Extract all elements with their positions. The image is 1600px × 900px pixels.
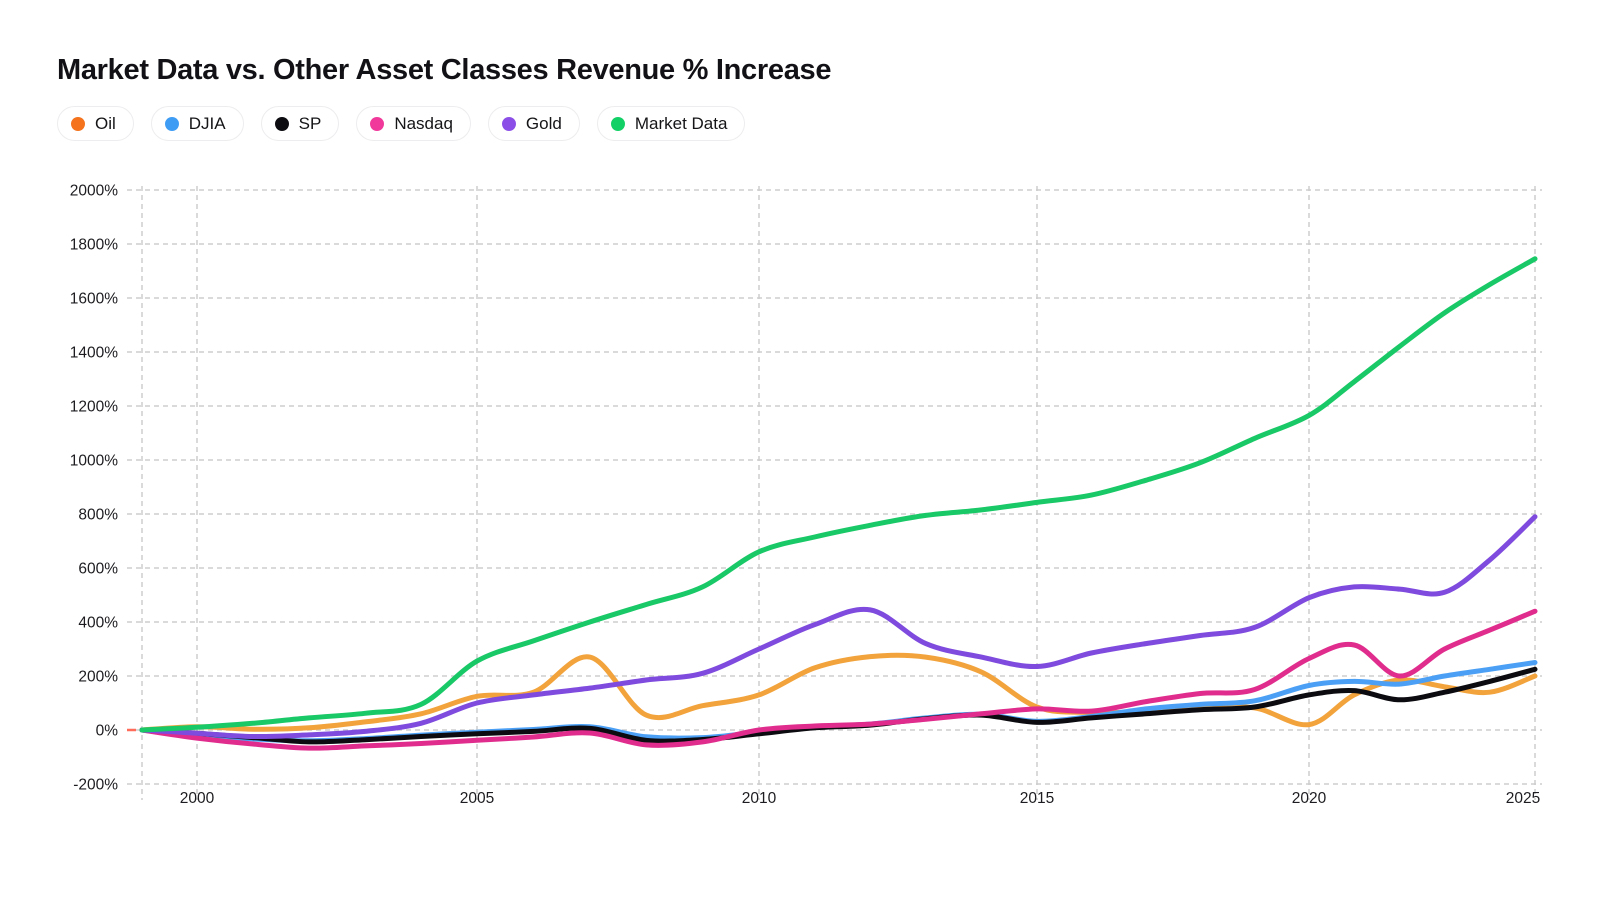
y-axis-tick-label: 600% [78, 561, 118, 578]
x-axis-tick-label: 2010 [742, 790, 777, 807]
x-axis-tick-label: 2005 [460, 790, 494, 807]
series-line-gold[interactable] [139, 514, 1538, 740]
legend-item-label: Nasdaq [394, 113, 453, 133]
y-axis-tick-label: 1200% [70, 399, 118, 416]
legend-item-label: Oil [95, 113, 116, 133]
x-axis-tick-label: 2025 [1506, 790, 1540, 807]
legend-item-sp[interactable]: SP [260, 106, 340, 141]
y-axis-tick-label: 1600% [70, 291, 118, 308]
legend-dot-icon [274, 116, 289, 131]
y-axis-tick-label: 200% [78, 669, 118, 686]
x-axis-tick-label: 2020 [1292, 790, 1327, 807]
legend-item-market-data[interactable]: Market Data [596, 106, 746, 141]
legend-item-djia[interactable]: DJIA [150, 106, 244, 141]
legend-dot-icon [501, 116, 516, 131]
legend-item-label: Gold [525, 113, 562, 133]
legend-item-label: Market Data [634, 113, 728, 133]
y-axis-tick-label: 1400% [70, 345, 118, 362]
legend-item-nasdaq[interactable]: Nasdaq [356, 106, 471, 141]
legend-dot-icon [71, 116, 85, 131]
series-line-oil[interactable] [139, 652, 1538, 733]
legend: Oil DJIA SP Nasdaq Gold Market Data [57, 106, 746, 141]
y-axis-tick-label: -200% [73, 777, 118, 794]
legend-item-gold[interactable]: Gold [487, 106, 580, 141]
legend-dot-icon [610, 116, 625, 131]
y-axis-tick-label: 800% [78, 507, 118, 524]
legend-dot-icon [370, 116, 385, 131]
y-axis-tick-label: 1000% [70, 453, 118, 470]
y-axis-tick-label: 1800% [70, 237, 118, 254]
x-axis-tick-label: 2000 [180, 790, 215, 807]
series-line-market-data[interactable] [139, 256, 1538, 733]
legend-dot-icon [164, 116, 179, 131]
legend-item-oil[interactable]: Oil [57, 106, 134, 141]
legend-item-label: DJIA [188, 113, 226, 133]
y-axis-tick-label: 400% [78, 615, 118, 632]
y-axis-tick-label: 0% [96, 723, 119, 740]
series-line-nasdaq[interactable] [139, 608, 1538, 751]
y-axis-tick-label: 2000% [70, 183, 118, 200]
chart-title: Market Data vs. Other Asset Classes Reve… [57, 54, 832, 86]
zero-baseline-marker [127, 728, 136, 732]
x-axis-tick-label: 2015 [1020, 790, 1054, 807]
legend-item-label: SP [298, 113, 322, 133]
